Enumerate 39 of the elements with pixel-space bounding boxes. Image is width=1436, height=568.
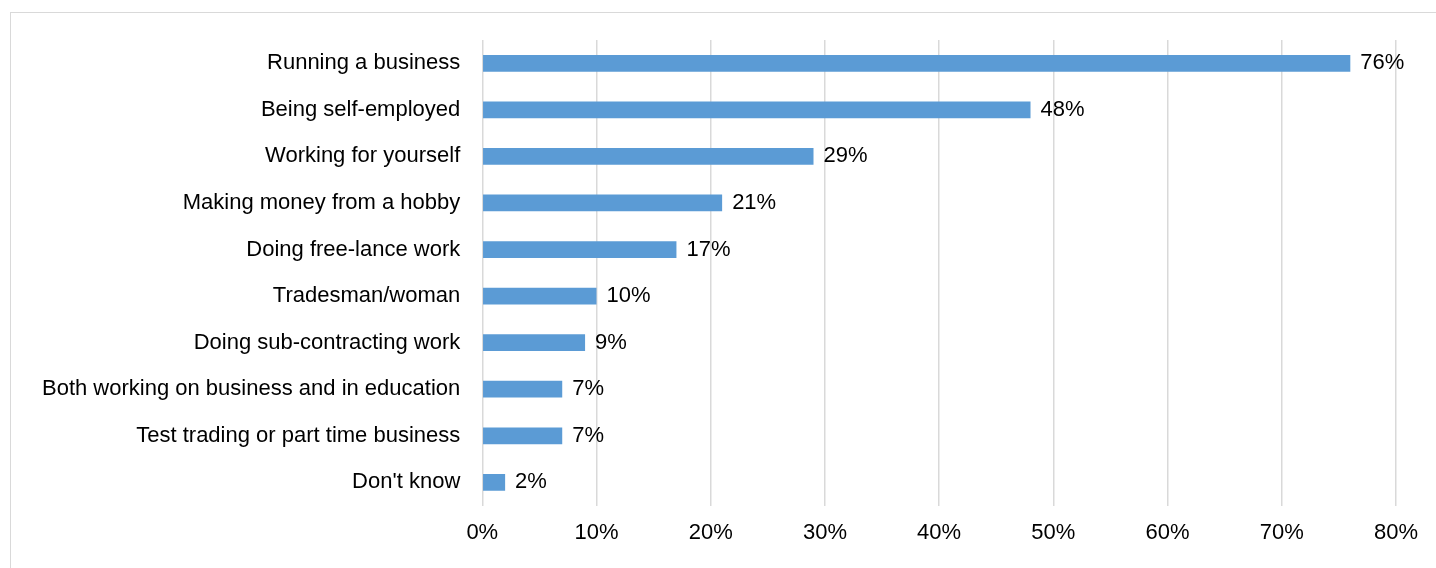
y-tick-label: Being self-employed bbox=[260, 95, 461, 121]
x-tick-label: 80% bbox=[1373, 518, 1419, 544]
data-label: 29% bbox=[823, 142, 868, 168]
x-tick-label: 0% bbox=[466, 518, 499, 544]
bar bbox=[483, 427, 563, 445]
bar bbox=[483, 380, 563, 398]
data-label: 10% bbox=[606, 282, 651, 308]
y-tick-label: Making money from a hobby bbox=[182, 189, 461, 215]
bar bbox=[483, 194, 723, 212]
y-tick-label: Test trading or part time business bbox=[136, 421, 461, 447]
x-tick-label: 70% bbox=[1259, 518, 1304, 544]
bar bbox=[483, 241, 677, 258]
bar bbox=[483, 473, 506, 491]
data-label: 9% bbox=[595, 328, 627, 354]
data-label: 7% bbox=[572, 421, 605, 447]
y-tick-label: Both working on business and in education bbox=[42, 375, 461, 401]
bar bbox=[483, 54, 1351, 72]
y-tick-label: Don't know bbox=[352, 468, 461, 494]
y-tick-label: Doing free-lance work bbox=[246, 235, 462, 261]
data-label: 21% bbox=[732, 189, 777, 215]
y-tick-label: Running a business bbox=[267, 49, 461, 75]
x-tick-label: 20% bbox=[688, 518, 733, 544]
x-tick-label: 50% bbox=[1031, 518, 1076, 544]
x-tick-label: 60% bbox=[1145, 518, 1190, 544]
data-label: 2% bbox=[515, 468, 547, 494]
y-tick-label: Doing sub-contracting work bbox=[193, 328, 462, 354]
x-tick-label: 40% bbox=[917, 518, 962, 544]
bar bbox=[483, 148, 814, 165]
y-tick-label: Tradesman/woman bbox=[272, 282, 461, 308]
y-tick-label: Working for yourself bbox=[265, 142, 462, 168]
data-label: 17% bbox=[686, 235, 731, 261]
x-tick-label: 10% bbox=[574, 518, 619, 544]
data-label: 48% bbox=[1040, 95, 1085, 121]
x-tick-label: 30% bbox=[802, 518, 847, 544]
data-label: 76% bbox=[1360, 49, 1405, 75]
bar bbox=[483, 101, 1031, 119]
data-label: 7% bbox=[572, 375, 605, 401]
bar bbox=[483, 334, 586, 352]
bar bbox=[483, 287, 597, 305]
